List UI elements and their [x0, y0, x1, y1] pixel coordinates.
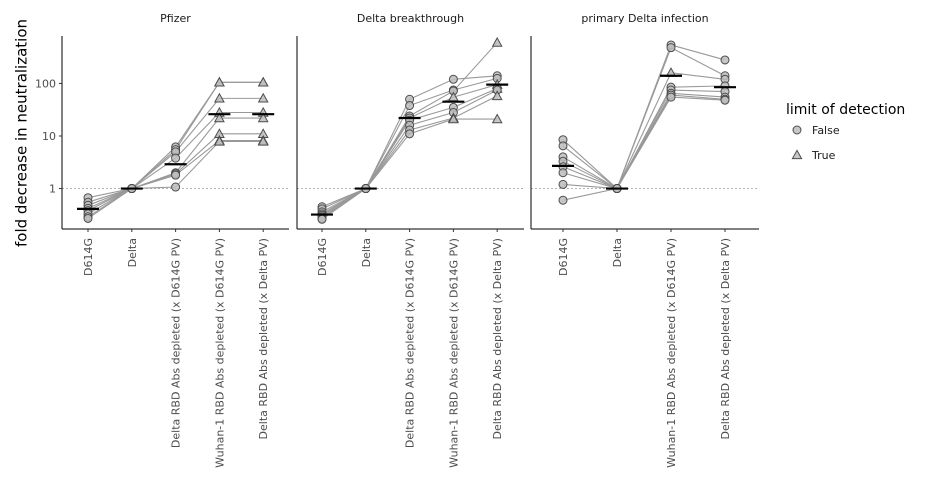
data-point-circle [666, 43, 676, 53]
legend: limit of detection False True [786, 102, 905, 162]
subject-line [562, 46, 726, 190]
facet-title: Delta breakthrough [357, 12, 464, 25]
data-point-triangle [257, 76, 269, 87]
data-point-circle [720, 55, 730, 65]
data-point-circle [720, 95, 730, 105]
legend-label: True [811, 149, 836, 162]
subject-line [562, 96, 726, 201]
data-point-circle [666, 92, 676, 102]
data-point-triangle [257, 112, 269, 123]
legend-label: False [812, 124, 840, 137]
facet-title: primary Delta infection [581, 12, 708, 25]
data-point-circle [558, 141, 568, 151]
data-point-circle [558, 179, 568, 189]
x-tick-label: D614G [82, 238, 95, 276]
data-point-triangle [213, 76, 225, 87]
data-point-triangle [213, 92, 225, 103]
x-tick-label: Delta RBD Abs depleted (x D614G PV) [404, 238, 417, 448]
x-tick-label: Wuhan-1 RBD Abs depleted (x D614G PV) [213, 238, 226, 468]
y-axis-label: fold decrease in neutralization [13, 19, 31, 247]
legend-marker-triangle [791, 149, 803, 160]
chart-text: Pfizer D614G Delta Delta RBD Abs depleted (… [35, 12, 732, 468]
data-point-circle [405, 129, 415, 139]
x-tick-label: Delta RBD Abs depleted (x Delta PV) [257, 238, 270, 439]
data-point-triangle [213, 135, 225, 146]
legend-title: limit of detection [786, 102, 905, 118]
data-point-triangle [447, 113, 459, 124]
data-points [83, 36, 730, 224]
x-tick-label: Delta RBD Abs depleted (x Delta PV) [491, 238, 504, 439]
data-point-triangle [257, 135, 269, 146]
data-point-triangle [257, 92, 269, 103]
axes [59, 36, 759, 232]
x-tick-label: D614G [557, 238, 570, 276]
x-tick-label: Wuhan-1 RBD Abs depleted (x D614G PV) [665, 238, 678, 468]
x-tick-label: Delta [611, 238, 624, 267]
x-tick-label: D614G [316, 238, 329, 276]
data-point-circle [83, 213, 93, 223]
data-point-triangle [213, 112, 225, 123]
data-point-circle [171, 182, 181, 192]
x-tick-label: Wuhan-1 RBD Abs depleted (x D614G PV) [447, 238, 460, 468]
legend-marker-circle [792, 125, 802, 135]
x-tick-label: Delta [126, 238, 139, 267]
data-point-circle [171, 153, 181, 163]
median-bars [77, 74, 736, 216]
subject-line [562, 85, 726, 190]
data-point-circle [558, 168, 568, 178]
data-point-circle [171, 170, 181, 180]
subject-line [562, 89, 726, 190]
data-point-circle [317, 214, 327, 224]
data-point-triangle [491, 90, 503, 101]
y-tick-label: 1 [49, 183, 56, 196]
facet-title: Pfizer [160, 12, 191, 25]
data-point-triangle [491, 36, 503, 47]
data-point-circle [448, 74, 458, 84]
data-point-triangle [491, 113, 503, 124]
x-tick-label: Delta RBD Abs depleted (x Delta PV) [719, 238, 732, 439]
x-tick-label: Delta [360, 238, 373, 267]
subject-line [562, 72, 726, 190]
data-point-circle [405, 101, 415, 111]
y-tick-label: 100 [35, 77, 56, 90]
data-point-circle [558, 195, 568, 205]
y-tick-label: 10 [42, 130, 56, 143]
x-tick-label: Delta RBD Abs depleted (x D614G PV) [170, 238, 183, 448]
